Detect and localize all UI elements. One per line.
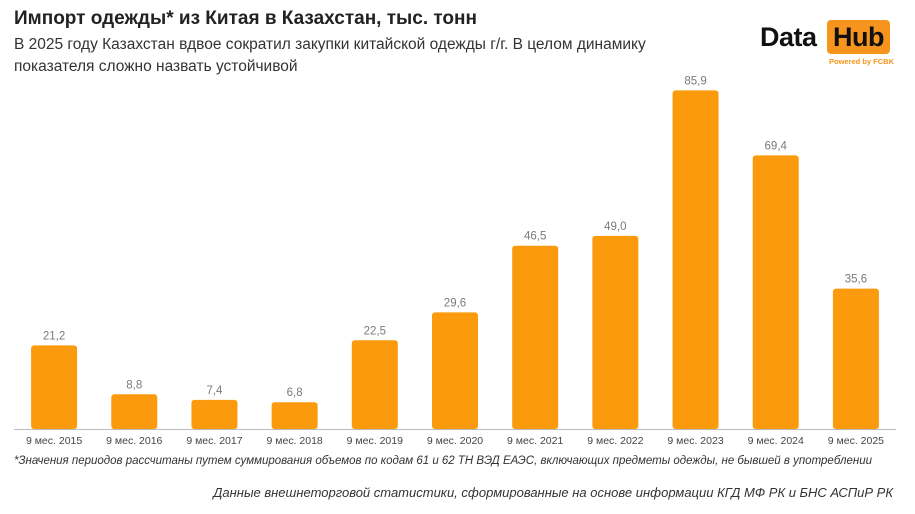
bar-9: [672, 90, 719, 429]
footnote: *Значения периодов рассчитаны путем сумм…: [14, 455, 873, 467]
value-label-3: 7,4: [206, 385, 223, 397]
value-label-10: 69,4: [765, 140, 788, 152]
bar-6: [432, 312, 478, 429]
bar-8: [592, 235, 639, 429]
logo-word-hub: Hub: [827, 20, 890, 54]
x-tick-label-9: 9 мес. 2023: [667, 435, 723, 447]
datahub-logo: Data Hub Powered by FCBK: [760, 20, 894, 70]
x-tick-label-1: 9 мес. 2015: [26, 435, 82, 447]
value-labels-group: 21,2 8,8 7,4 6,8 22,5 29,6 46,5 49,0 85,9 69,4 35,…: [43, 75, 867, 399]
value-label-1: 21,2: [43, 330, 65, 342]
chart-title: Импорт одежды* из Китая в Казахстан, тыс…: [14, 8, 477, 29]
logo-powered-by: Powered by FCBK: [829, 57, 895, 66]
x-tick-label-7: 9 мес. 2021: [507, 435, 563, 447]
value-label-7: 46,5: [524, 231, 546, 243]
value-label-9: 85,9: [684, 75, 706, 87]
x-tick-label-5: 9 мес. 2019: [347, 435, 403, 447]
bar-11: [832, 288, 879, 429]
bar-4: [271, 402, 318, 429]
bar-1: [31, 345, 78, 429]
x-tick-label-8: 9 мес. 2022: [587, 435, 643, 447]
bar-3: [191, 399, 238, 429]
x-tick-label-3: 9 мес. 2017: [186, 435, 242, 447]
value-label-4: 6,8: [287, 387, 303, 399]
bar-5: [351, 340, 398, 429]
value-label-11: 35,6: [845, 274, 867, 286]
x-tick-label-11: 9 мес. 2025: [828, 435, 884, 447]
bar-2: [111, 394, 158, 429]
data-source: Данные внешнеторговой статистики, сформи…: [213, 485, 893, 500]
x-tick-labels-group: 9 мес. 2015 9 мес. 2016 9 мес. 2017 9 мес. …: [26, 435, 884, 447]
bars-group: [31, 90, 879, 430]
chart-subtitle: В 2025 году Казахстан вдвое сократил зак…: [14, 36, 646, 75]
bar-7: [512, 245, 559, 429]
x-tick-label-6: 9 мес. 2020: [427, 435, 483, 447]
bar-10: [752, 155, 799, 430]
x-tick-label-10: 9 мес. 2024: [748, 435, 804, 447]
x-tick-label-2: 9 мес. 2016: [106, 435, 162, 447]
logo-word-data: Data: [760, 22, 817, 52]
value-label-8: 49,0: [604, 221, 626, 233]
value-label-6: 29,6: [444, 297, 466, 309]
value-label-5: 22,5: [364, 325, 386, 337]
value-label-2: 8,8: [126, 379, 142, 391]
x-tick-label-4: 9 мес. 2018: [267, 435, 323, 447]
